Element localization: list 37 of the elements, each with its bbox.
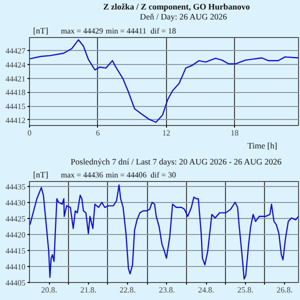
y-tick-label: 44425 bbox=[6, 214, 26, 224]
y-axis-title: [nT] bbox=[33, 26, 48, 36]
y-tick-label: 44420 bbox=[6, 230, 26, 240]
x-tick-label: 22.8. bbox=[120, 286, 136, 294]
text: min = 44411 bbox=[106, 26, 146, 36]
text: max = 44429 bbox=[60, 26, 104, 36]
y-tick-label: 44415 bbox=[6, 102, 26, 112]
y-tick-label: 44427 bbox=[6, 46, 26, 56]
text: max = 44436 bbox=[60, 170, 104, 180]
text: dif = 30 bbox=[150, 170, 176, 180]
text: min = 44406 bbox=[106, 170, 147, 180]
line-series bbox=[30, 39, 298, 123]
x-tick-label: 21.8. bbox=[80, 286, 96, 294]
y-axis-title: [nT] bbox=[33, 170, 48, 180]
x-tick-label: 20.8. bbox=[41, 286, 58, 294]
y-tick-label: 44415 bbox=[6, 246, 26, 256]
y-tick-label: 44424 bbox=[6, 60, 26, 70]
x-tick-label: 18 bbox=[230, 128, 239, 138]
y-tick-label: 44410 bbox=[6, 262, 26, 272]
text: dif = 18 bbox=[150, 26, 176, 36]
chart-subtitle: Deň / Day: 26 AUG 2026 bbox=[140, 12, 228, 22]
x-tick-label: 0 bbox=[28, 128, 32, 138]
x-axis-title: Time [h] bbox=[248, 140, 278, 150]
y-tick-label: 44430 bbox=[6, 198, 26, 208]
chart-title: Z zložka / Z component, GO Hurbanovo bbox=[103, 2, 250, 12]
y-tick-label: 44418 bbox=[6, 88, 26, 98]
x-tick-label: 26.8. bbox=[276, 286, 293, 294]
x-tick-label: 23.8. bbox=[158, 286, 175, 294]
y-tick-label: 44412 bbox=[6, 116, 26, 125]
x-tick-label: 6 bbox=[96, 128, 100, 138]
y-tick-label: 44405 bbox=[6, 278, 26, 288]
y-tick-label: 44421 bbox=[6, 74, 26, 84]
x-tick-label: 24.8. bbox=[198, 286, 214, 294]
y-tick-label: 44435 bbox=[6, 182, 26, 192]
chart-title: Posledných 7 dní / Last 7 days: 20 AUG 2026 - 26 AUG 2026 bbox=[70, 156, 282, 166]
x-tick-label: 25.8. bbox=[237, 286, 254, 294]
x-tick-label: 12 bbox=[162, 128, 170, 138]
